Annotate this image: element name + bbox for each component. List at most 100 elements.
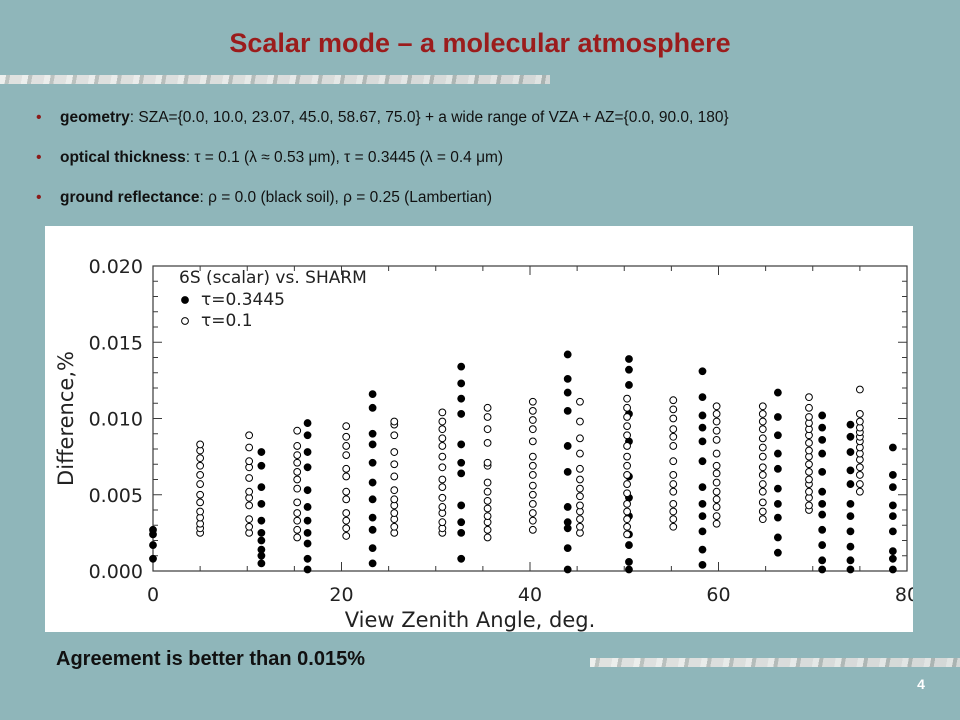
point-tau-0.3445 <box>457 379 466 388</box>
point-tau-0.3445 <box>818 500 827 508</box>
point-tau-0.1 <box>245 457 254 466</box>
point-tau-0.3445 <box>257 559 266 568</box>
legend-marker-icon <box>181 317 189 325</box>
point-tau-0.3445 <box>698 367 707 376</box>
point-tau-0.1 <box>712 410 721 418</box>
point-tau-0.3445 <box>698 512 707 521</box>
point-tau-0.3445 <box>303 565 312 574</box>
point-tau-0.3445 <box>846 448 855 456</box>
point-tau-0.1 <box>805 501 813 510</box>
point-tau-0.3445 <box>457 440 466 449</box>
point-tau-0.1 <box>576 492 584 501</box>
point-tau-0.3445 <box>149 554 157 563</box>
point-tau-0.3445 <box>368 495 377 504</box>
point-tau-0.3445 <box>257 448 266 456</box>
point-tau-0.3445 <box>698 483 707 492</box>
x-tick-label: 80 <box>895 584 913 606</box>
point-tau-0.3445 <box>149 541 157 549</box>
point-tau-0.3445 <box>773 500 782 508</box>
point-tau-0.3445 <box>303 516 312 525</box>
point-tau-0.1 <box>623 507 631 516</box>
point-tau-0.1 <box>342 472 351 481</box>
point-tau-0.3445 <box>888 501 897 510</box>
conclusion-text: Agreement is better than 0.015% <box>56 648 365 670</box>
point-tau-0.1 <box>438 408 447 417</box>
point-tau-0.3445 <box>888 512 897 521</box>
point-tau-0.1 <box>342 524 351 533</box>
point-tau-0.3445 <box>625 381 633 389</box>
point-tau-0.3445 <box>818 565 827 574</box>
point-tau-0.3445 <box>888 471 897 479</box>
point-tau-0.1 <box>390 460 399 469</box>
point-tau-0.1 <box>438 463 447 472</box>
point-tau-0.3445 <box>818 467 827 476</box>
point-tau-0.1 <box>390 509 399 517</box>
point-tau-0.1 <box>196 471 205 479</box>
point-tau-0.1 <box>293 533 302 542</box>
point-tau-0.1 <box>528 425 537 434</box>
point-tau-0.1 <box>528 406 537 415</box>
point-tau-0.3445 <box>257 516 266 525</box>
point-tau-0.1 <box>245 515 254 524</box>
point-tau-0.3445 <box>773 548 782 557</box>
point-tau-0.1 <box>805 413 813 421</box>
point-tau-0.3445 <box>846 512 855 521</box>
point-tau-0.1 <box>576 515 584 524</box>
point-tau-0.3445 <box>773 413 782 421</box>
bottom-divider <box>590 658 960 667</box>
point-tau-0.1 <box>855 417 864 426</box>
point-tau-0.1 <box>712 426 721 435</box>
y-axis-label: Difference,% <box>54 351 78 486</box>
page-number: 4 <box>917 676 925 692</box>
point-tau-0.1 <box>805 475 813 484</box>
point-tau-0.1 <box>483 413 492 421</box>
point-tau-0.1 <box>669 471 678 479</box>
point-tau-0.1 <box>438 493 447 502</box>
point-tau-0.1 <box>576 522 584 531</box>
point-tau-0.3445 <box>846 542 855 551</box>
point-tau-0.3445 <box>303 419 312 427</box>
point-tau-0.1 <box>293 475 302 484</box>
point-tau-0.1 <box>438 452 447 461</box>
point-tau-0.3445 <box>457 518 466 527</box>
point-tau-0.1 <box>342 422 351 431</box>
point-tau-0.1 <box>712 478 721 487</box>
point-tau-0.3445 <box>368 440 377 449</box>
chart-title: 6S (scalar) vs. SHARM <box>179 268 367 288</box>
point-tau-0.3445 <box>818 423 827 432</box>
point-tau-0.1 <box>438 518 447 527</box>
point-tau-0.3445 <box>368 429 377 438</box>
point-tau-0.1 <box>196 490 205 499</box>
point-tau-0.1 <box>293 426 302 435</box>
x-tick-label: 40 <box>518 584 542 606</box>
scatter-plot-panel: 0.000 0.005 0.010 0.015 0.020 0 20 40 60 80 View Z… <box>45 226 919 632</box>
point-tau-0.3445 <box>563 503 572 511</box>
point-tau-0.3445 <box>368 390 377 399</box>
point-tau-0.3445 <box>563 518 572 527</box>
point-tau-0.1 <box>758 463 767 472</box>
point-tau-0.1 <box>758 417 767 426</box>
point-tau-0.1 <box>245 522 254 531</box>
point-tau-0.1 <box>669 442 678 450</box>
point-tau-0.1 <box>712 495 721 504</box>
x-axis-label: View Zenith Angle, deg. <box>345 608 596 632</box>
point-tau-0.1 <box>390 431 399 440</box>
point-tau-0.3445 <box>698 500 707 508</box>
point-tau-0.1 <box>390 486 399 495</box>
point-tau-0.1 <box>623 452 631 461</box>
point-tau-0.1 <box>855 463 864 472</box>
point-tau-0.1 <box>438 442 447 450</box>
point-tau-0.1 <box>623 515 631 524</box>
point-tau-0.3445 <box>368 544 377 553</box>
point-tau-0.1 <box>342 532 351 540</box>
bullet-text: : τ = 0.1 (λ ≈ 0.53 μm), τ = 0.3445 (λ =… <box>185 149 504 166</box>
point-tau-0.3445 <box>368 478 377 487</box>
point-tau-0.3445 <box>303 448 312 456</box>
x-tick-label: 0 <box>147 584 159 606</box>
point-tau-0.1 <box>712 417 721 426</box>
point-tau-0.1 <box>669 396 678 405</box>
point-tau-0.1 <box>483 403 492 412</box>
point-tau-0.1 <box>669 500 678 508</box>
point-tau-0.1 <box>758 410 767 418</box>
point-tau-0.1 <box>758 434 767 443</box>
